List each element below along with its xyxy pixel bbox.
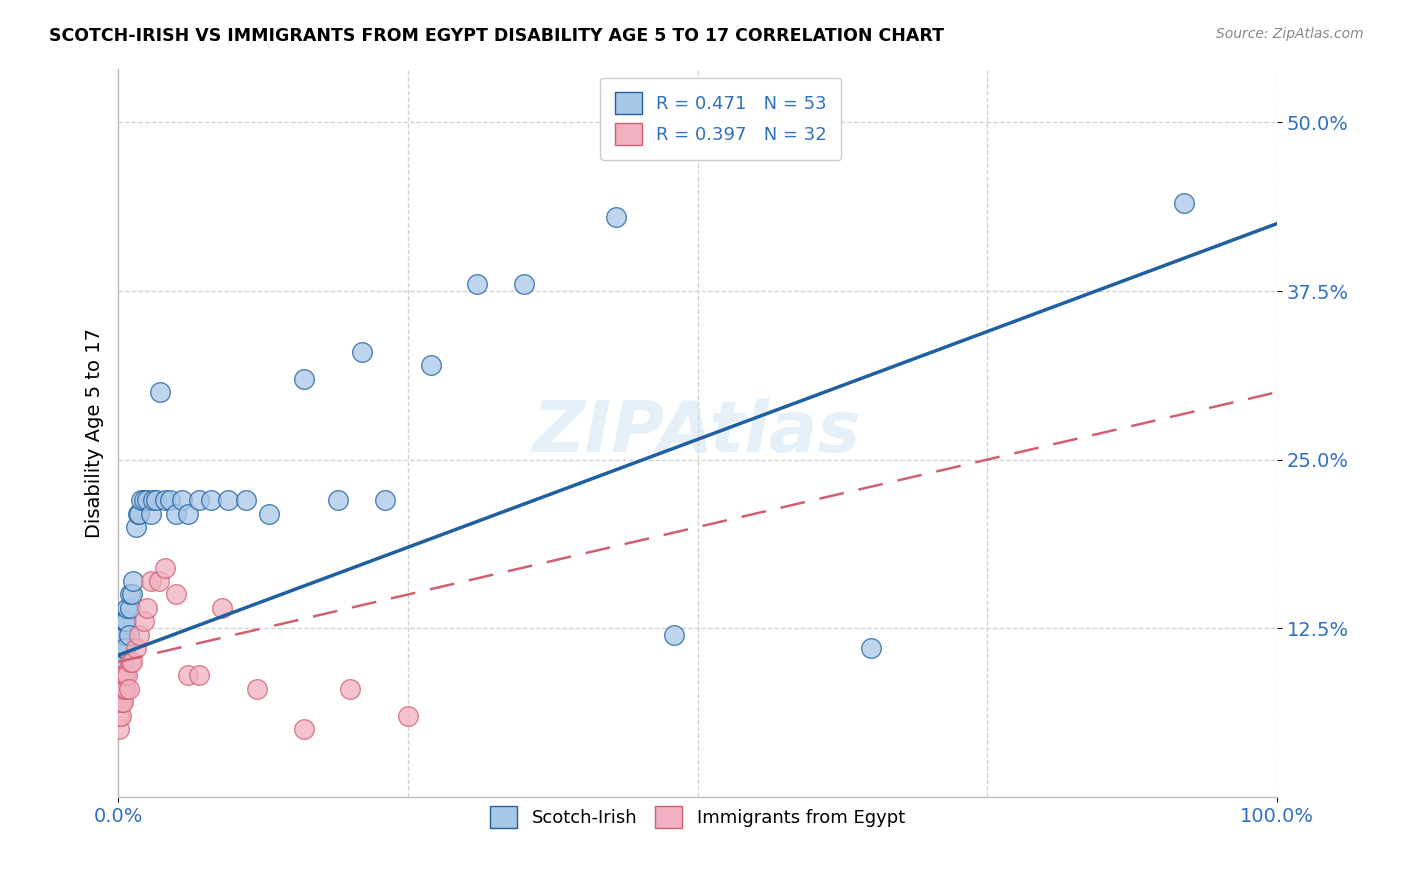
Point	[111, 668, 134, 682]
Point	[396, 709, 419, 723]
Point	[112, 641, 135, 656]
Point	[165, 507, 187, 521]
Point	[108, 655, 131, 669]
Point	[139, 507, 162, 521]
Point	[177, 668, 200, 682]
Point	[374, 493, 396, 508]
Point	[122, 574, 145, 588]
Point	[292, 723, 315, 737]
Point	[108, 709, 131, 723]
Point	[339, 681, 361, 696]
Point	[112, 615, 135, 629]
Text: Source: ZipAtlas.com: Source: ZipAtlas.com	[1216, 27, 1364, 41]
Point	[235, 493, 257, 508]
Point	[188, 668, 211, 682]
Point	[108, 723, 131, 737]
Legend: Scotch-Irish, Immigrants from Egypt: Scotch-Irish, Immigrants from Egypt	[482, 798, 912, 835]
Point	[121, 655, 143, 669]
Point	[127, 507, 149, 521]
Point	[142, 493, 165, 508]
Point	[111, 641, 134, 656]
Point	[114, 641, 136, 656]
Point	[108, 681, 131, 696]
Point	[112, 681, 135, 696]
Point	[170, 493, 193, 508]
Point	[132, 615, 155, 629]
Point	[111, 695, 134, 709]
Point	[257, 507, 280, 521]
Point	[117, 628, 139, 642]
Point	[112, 628, 135, 642]
Point	[188, 493, 211, 508]
Point	[112, 668, 135, 682]
Point	[110, 695, 132, 709]
Point	[211, 601, 233, 615]
Point	[108, 668, 131, 682]
Point	[664, 628, 686, 642]
Text: ZIPAtlas: ZIPAtlas	[533, 398, 862, 467]
Point	[177, 507, 200, 521]
Point	[246, 681, 269, 696]
Point	[328, 493, 350, 508]
Point	[114, 615, 136, 629]
Point	[115, 615, 138, 629]
Point	[111, 655, 134, 669]
Point	[420, 358, 443, 372]
Text: SCOTCH-IRISH VS IMMIGRANTS FROM EGYPT DISABILITY AGE 5 TO 17 CORRELATION CHART: SCOTCH-IRISH VS IMMIGRANTS FROM EGYPT DI…	[49, 27, 945, 45]
Point	[128, 628, 150, 642]
Point	[111, 655, 134, 669]
Point	[110, 641, 132, 656]
Point	[136, 493, 159, 508]
Point	[110, 709, 132, 723]
Point	[118, 655, 141, 669]
Point	[159, 493, 181, 508]
Point	[217, 493, 239, 508]
Point	[117, 601, 139, 615]
Point	[110, 668, 132, 682]
Point	[111, 681, 134, 696]
Point	[108, 695, 131, 709]
Point	[124, 641, 146, 656]
Point	[111, 628, 134, 642]
Point	[136, 601, 159, 615]
Point	[860, 641, 883, 656]
Point	[131, 493, 153, 508]
Point	[149, 385, 172, 400]
Point	[605, 210, 627, 224]
Point	[114, 668, 136, 682]
Point	[132, 493, 155, 508]
Point	[292, 372, 315, 386]
Point	[111, 695, 134, 709]
Point	[118, 601, 141, 615]
Point	[148, 574, 170, 588]
Point	[118, 587, 141, 601]
Point	[139, 574, 162, 588]
Point	[145, 493, 167, 508]
Point	[110, 655, 132, 669]
Point	[200, 493, 222, 508]
Point	[467, 277, 489, 292]
Point	[115, 681, 138, 696]
Point	[153, 493, 176, 508]
Point	[124, 520, 146, 534]
Point	[153, 560, 176, 574]
Point	[350, 344, 373, 359]
Point	[117, 668, 139, 682]
Y-axis label: Disability Age 5 to 17: Disability Age 5 to 17	[86, 327, 104, 538]
Point	[128, 507, 150, 521]
Point	[117, 681, 139, 696]
Point	[165, 587, 187, 601]
Point	[1173, 196, 1195, 211]
Point	[121, 587, 143, 601]
Point	[513, 277, 536, 292]
